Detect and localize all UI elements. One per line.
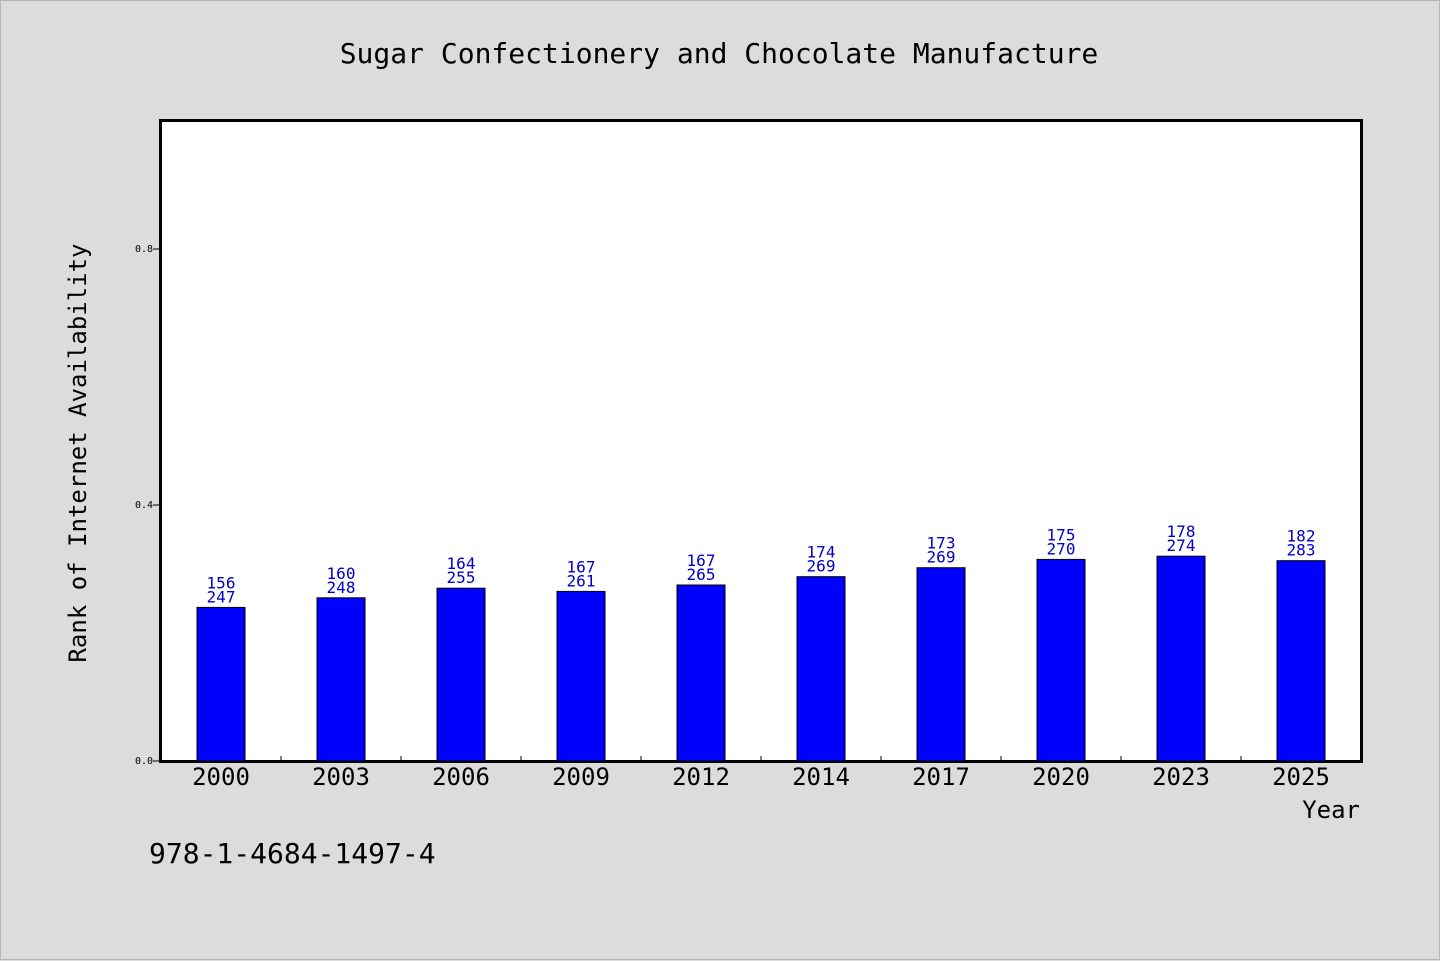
bar: [1036, 558, 1086, 762]
bar-label-bottom: 269: [927, 548, 956, 567]
x-tick-label: 2009: [552, 763, 610, 791]
bar-label-top: 182: [1287, 527, 1316, 546]
y-axis: 0.0 0.4 0.8: [135, 244, 161, 767]
y-tick-label: 0.0: [135, 756, 153, 767]
x-tick-label: 2017: [912, 763, 970, 791]
bar: [316, 597, 366, 762]
bar: [436, 587, 486, 762]
bar-label-top: 167: [687, 551, 716, 570]
bar-label-top: 164: [447, 554, 476, 573]
bar-label-bottom: 265: [687, 565, 716, 584]
chart-title: Sugar Confectionery and Chocolate Manufa…: [340, 37, 1099, 70]
bar: [1156, 555, 1206, 762]
x-axis: 2000 2003 2006 2009 2012 2014 2017 2020 2023 2025: [192, 756, 1330, 791]
x-tick-label: 2025: [1272, 763, 1330, 791]
bar-label-bottom: 270: [1047, 539, 1076, 558]
x-tick-label: 2012: [672, 763, 730, 791]
bar: [796, 576, 846, 762]
x-tick-label: 2023: [1152, 763, 1210, 791]
bar: [916, 567, 966, 762]
bar-label-top: 175: [1047, 525, 1076, 544]
x-axis-label: Year: [1302, 796, 1360, 824]
bar-label-bottom: 255: [447, 568, 476, 587]
x-tick-label: 2014: [792, 763, 850, 791]
bar-label-bottom: 269: [807, 557, 836, 576]
bar-label-top: 160: [327, 564, 356, 583]
bar-label-bottom: 247: [207, 587, 236, 606]
bar-label-top: 156: [207, 573, 236, 592]
x-tick-label: 2006: [432, 763, 490, 791]
isbn-text: 978-1-4684-1497-4: [149, 837, 436, 870]
bar-label-top: 173: [927, 534, 956, 553]
x-tick-label: 2003: [312, 763, 370, 791]
bar-label-bottom: 248: [327, 578, 356, 597]
bar: [1276, 560, 1326, 762]
x-tick-label: 2000: [192, 763, 250, 791]
y-tick-label: 0.4: [135, 500, 153, 511]
y-axis-label: Rank of Internet Availability: [64, 243, 92, 662]
bar-label-bottom: 261: [567, 571, 596, 590]
x-tick-label: 2020: [1032, 763, 1090, 791]
bar-series: [196, 555, 1326, 762]
bar-label-top: 174: [807, 543, 836, 562]
y-tick-label: 0.8: [135, 244, 153, 255]
bar-label-bottom: 283: [1287, 541, 1316, 560]
bar: [556, 590, 606, 762]
bar-label-top: 167: [567, 557, 596, 576]
bar: [676, 584, 726, 762]
bar-label-bottom: 274: [1167, 536, 1196, 555]
bar-label-top: 178: [1167, 522, 1196, 541]
bar: [196, 606, 246, 762]
